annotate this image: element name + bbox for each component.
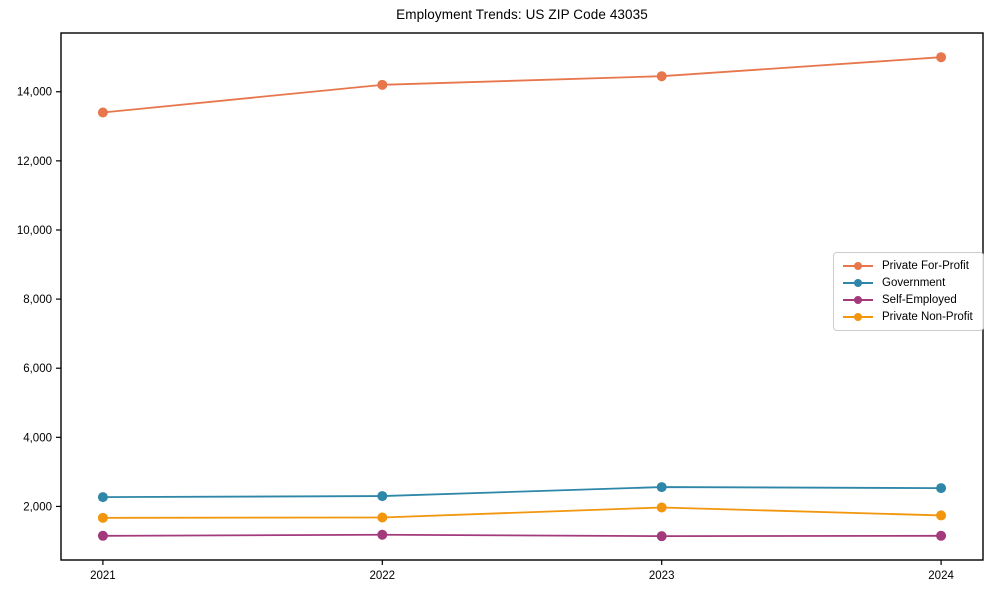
- series-line: [102, 486, 942, 499]
- data-point: [656, 502, 667, 513]
- y-tick-label: 6,000: [23, 363, 52, 375]
- y-tick-label: 2,000: [23, 501, 52, 513]
- chart-title: Employment Trends: US ZIP Code 43035: [396, 7, 648, 22]
- legend-dot-icon: [854, 262, 862, 270]
- legend-marker-icon: [843, 261, 873, 271]
- y-tick-label: 10,000: [17, 225, 52, 237]
- legend-marker-icon: [843, 278, 873, 288]
- series-line: [102, 533, 942, 538]
- data-point: [97, 492, 108, 503]
- legend-item: Private For-Profit: [843, 260, 973, 272]
- data-point: [377, 529, 388, 540]
- data-point: [377, 79, 388, 90]
- data-point: [377, 491, 388, 502]
- legend-dot-icon: [854, 313, 862, 321]
- y-tick-label: 12,000: [17, 156, 52, 168]
- legend-dot-icon: [854, 296, 862, 304]
- data-point: [936, 530, 947, 541]
- legend-label: Private For-Profit: [882, 260, 969, 272]
- x-tick-label: 2021: [90, 570, 116, 582]
- data-point: [97, 107, 108, 118]
- legend-label: Government: [882, 277, 946, 289]
- legend-item: Private Non-Profit: [843, 311, 973, 323]
- data-point: [936, 483, 947, 494]
- data-point: [656, 531, 667, 542]
- data-point: [936, 510, 947, 521]
- x-tick-label: 2023: [649, 570, 675, 582]
- data-point: [656, 71, 667, 82]
- legend: Private For-Profit Government Self-Employe…: [833, 252, 984, 331]
- data-point: [377, 512, 388, 523]
- series-line: [102, 506, 942, 519]
- data-point: [97, 530, 108, 541]
- legend-dot-icon: [854, 279, 862, 287]
- legend-marker-icon: [843, 312, 873, 322]
- x-tick-label: 2022: [370, 570, 396, 582]
- data-point: [97, 512, 108, 523]
- data-point: [936, 52, 947, 63]
- legend-label: Private Non-Profit: [882, 311, 973, 323]
- y-tick-label: 4,000: [23, 432, 52, 444]
- legend-marker-icon: [843, 295, 873, 305]
- series-line: [102, 56, 942, 114]
- y-tick-label: 14,000: [17, 87, 52, 99]
- y-tick-label: 8,000: [23, 294, 52, 306]
- legend-label: Self-Employed: [882, 294, 957, 306]
- legend-item: Self-Employed: [843, 294, 973, 306]
- data-point: [656, 482, 667, 493]
- x-tick-label: 2024: [928, 570, 954, 582]
- legend-item: Government: [843, 277, 973, 289]
